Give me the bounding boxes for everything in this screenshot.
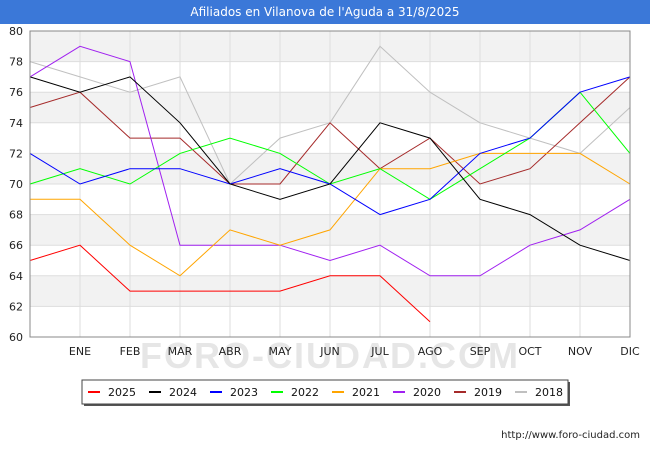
legend-label-2022: 2022 (291, 386, 319, 399)
series-2025 (29, 244, 431, 323)
x-tick-JUL: JUL (370, 345, 389, 358)
x-tick-DIC: DIC (620, 345, 640, 358)
y-tick-80: 80 (9, 25, 23, 38)
legend-label-2025: 2025 (108, 386, 136, 399)
y-tick-78: 78 (9, 56, 23, 69)
legend: 2025 2024 2023 2022 2021 2020 2019 2018 (81, 379, 570, 406)
x-tick-JUN: JUN (319, 345, 340, 358)
series-2021 (30, 152, 631, 277)
legend-label-2023: 2023 (230, 386, 258, 399)
x-tick-labels: ENE FEB MAR ABR MAY JUN JUL AGO SEP OCT NOV DIC (69, 345, 640, 358)
series-lines (29, 45, 631, 323)
y-tick-68: 68 (9, 209, 23, 222)
y-tick-64: 64 (9, 270, 23, 283)
series-2020 (29, 45, 631, 277)
x-tick-NOV: NOV (568, 345, 593, 358)
x-tick-OCT: OCT (518, 345, 541, 358)
legend-label-2020: 2020 (413, 386, 441, 399)
y-tick-62: 62 (9, 300, 23, 313)
x-tick-MAR: MAR (168, 345, 193, 358)
legend-label-2019: 2019 (474, 386, 502, 399)
y-tick-66: 66 (9, 239, 23, 252)
y-tick-labels: 60 62 64 66 68 70 72 74 76 78 80 (9, 25, 23, 344)
plot-frame (29, 30, 631, 338)
x-tick-AGO: AGO (418, 345, 443, 358)
y-tick-74: 74 (9, 117, 23, 130)
legend-box (81, 379, 569, 405)
x-tick-MAY: MAY (269, 345, 292, 358)
x-tick-ABR: ABR (219, 345, 242, 358)
x-tick-SEP: SEP (470, 345, 491, 358)
series-2024 (29, 76, 631, 261)
x-tick-FEB: FEB (120, 345, 141, 358)
source-url: http://www.foro-ciudad.com (501, 430, 640, 441)
x-tick-ENE: ENE (69, 345, 91, 358)
y-tick-76: 76 (9, 86, 23, 99)
y-tick-72: 72 (9, 147, 23, 160)
legend-label-2021: 2021 (352, 386, 380, 399)
legend-label-2024: 2024 (169, 386, 197, 399)
y-tick-60: 60 (9, 331, 23, 344)
chart-title: Afiliados en Vilanova de l'Aguda a 31/8/… (190, 5, 460, 19)
title-bar (0, 0, 650, 24)
series-2019 (29, 76, 631, 185)
watermark-text: FORO-CIUDAD.COM (140, 335, 520, 376)
y-tick-70: 70 (9, 178, 23, 191)
legend-label-2018: 2018 (535, 386, 563, 399)
